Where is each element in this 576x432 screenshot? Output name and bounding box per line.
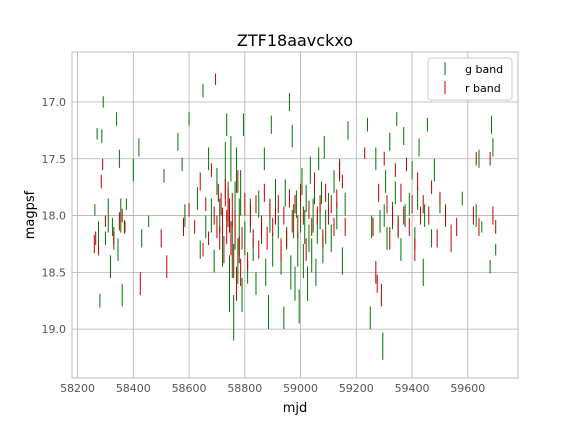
x-tick-label: 58400 [116,382,151,395]
x-tick-label: 59600 [450,382,485,395]
series-r-band [93,73,497,307]
x-tick-label: 58600 [172,382,207,395]
x-axis-ticks: 58200 58400 58600 58800 59000 59200 59400 59600 [60,382,485,395]
x-tick-label: 59200 [339,382,374,395]
x-tick-label: 59000 [283,382,318,395]
plot-area-frame [71,51,519,379]
y-axis-label: magpsf [23,190,38,239]
y-tick-label: 17.0 [42,96,67,109]
legend-g-band-label: g band [465,63,503,76]
x-tick-label: 58800 [227,382,262,395]
x-axis-label: mjd [283,401,308,416]
y-tick-label: 18.5 [42,266,67,279]
y-tick-label: 17.5 [42,153,67,166]
y-tick-label: 19.0 [42,323,67,336]
chart-title: ZTF18aavckxo [237,31,353,50]
x-tick-label: 59400 [395,382,430,395]
y-tick-label: 18.0 [42,210,67,223]
legend-r-band-label: r band [465,82,501,95]
legend: g band r band [427,57,513,101]
legend-box [427,57,513,101]
y-axis-ticks: 17.0 17.5 18.0 18.5 19.0 [42,96,67,336]
x-tick-label: 58200 [60,382,95,395]
plot-series [93,73,497,360]
